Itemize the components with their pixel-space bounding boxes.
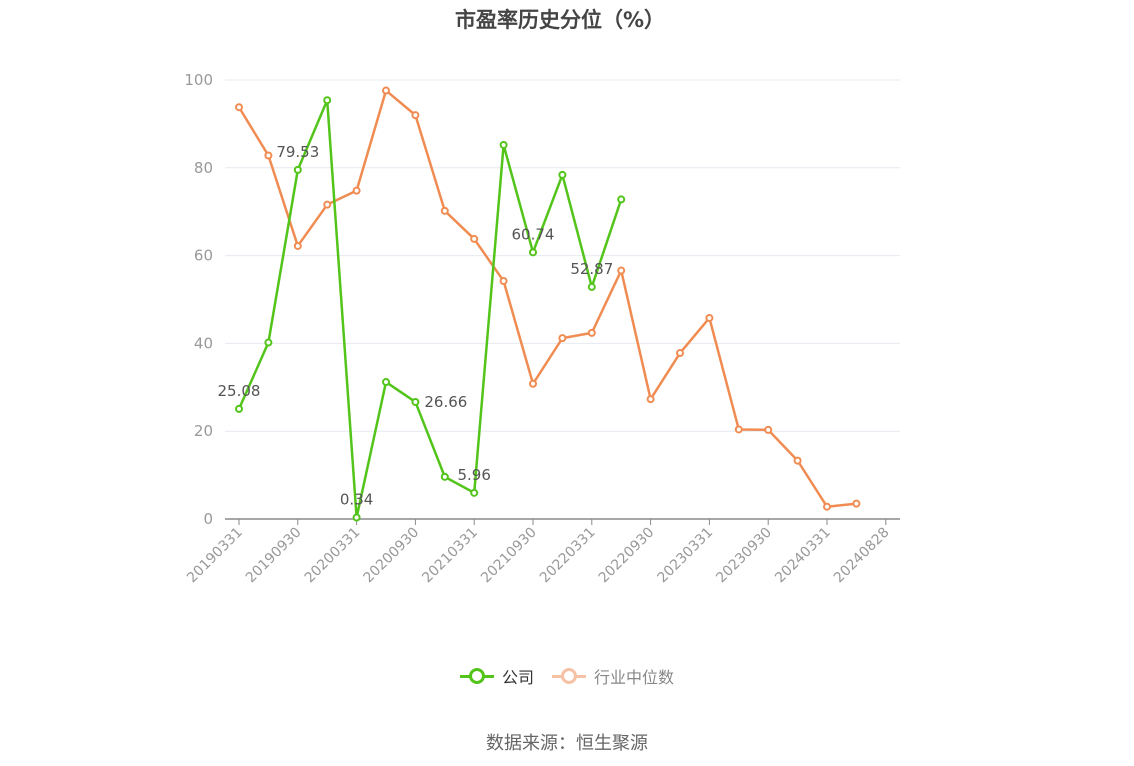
data-point-industry bbox=[264, 151, 273, 160]
data-point-company bbox=[470, 488, 479, 497]
data-point-industry bbox=[499, 277, 508, 286]
data-point-industry bbox=[705, 313, 714, 322]
data-point-industry bbox=[382, 86, 390, 95]
data-point-industry bbox=[852, 499, 861, 508]
x-tick-label: 20190930 bbox=[243, 525, 305, 587]
data-label: 0.34 bbox=[340, 491, 373, 509]
data-label: 52.87 bbox=[570, 260, 613, 278]
y-tick-label: 0 bbox=[203, 510, 213, 528]
x-tick-label: 20190331 bbox=[184, 525, 246, 587]
y-tick-label: 20 bbox=[194, 422, 213, 440]
legend-company-label: 公司 bbox=[501, 668, 534, 687]
data-point-industry bbox=[587, 328, 596, 337]
data-point-industry bbox=[293, 241, 302, 250]
data-point-industry bbox=[823, 502, 831, 511]
data-point-industry bbox=[734, 425, 743, 434]
data-point-company bbox=[558, 170, 567, 179]
data-point-company bbox=[587, 282, 596, 291]
data-point-industry bbox=[440, 206, 449, 215]
legend-company-marker-icon bbox=[459, 668, 494, 684]
y-tick-label: 80 bbox=[194, 159, 213, 177]
series-industry bbox=[235, 86, 861, 511]
data-point-industry bbox=[235, 103, 243, 112]
data-point-company bbox=[323, 96, 332, 105]
data-point-industry bbox=[558, 334, 567, 343]
data-point-industry bbox=[646, 395, 655, 404]
data-point-industry bbox=[323, 200, 332, 209]
data-point-company bbox=[382, 378, 390, 387]
x-tick-label: 20200930 bbox=[361, 525, 423, 587]
x-tick-label: 20210331 bbox=[419, 525, 481, 587]
y-tick-label: 60 bbox=[194, 247, 213, 265]
data-point-company bbox=[529, 248, 537, 257]
legend-item-industry[interactable]: 行业中位数 bbox=[552, 664, 674, 688]
data-point-industry bbox=[411, 111, 420, 120]
data-point-industry bbox=[793, 456, 802, 465]
data-point-company bbox=[293, 165, 302, 174]
data-labels: 25.08 79.53 0.34 26.66 5.96 60.74 52.87 bbox=[218, 143, 614, 509]
data-label: 25.08 bbox=[218, 382, 261, 400]
series-line-industry bbox=[237, 89, 857, 508]
data-point-company bbox=[411, 397, 420, 406]
chart-title: 市盈率历史分位（%） bbox=[454, 8, 666, 32]
x-tick-label: 20220930 bbox=[596, 525, 658, 587]
x-axis: 2019033120190930202003312020093020210331… bbox=[184, 518, 900, 587]
y-tick-label: 100 bbox=[184, 71, 213, 89]
y-tick-label: 40 bbox=[194, 334, 213, 352]
x-tick-label: 20220331 bbox=[537, 525, 599, 587]
x-tick-label: 20240331 bbox=[772, 525, 834, 587]
data-point-industry bbox=[529, 379, 537, 388]
series-company bbox=[235, 96, 626, 522]
data-source: 数据来源：恒生聚源 bbox=[486, 733, 648, 754]
data-label: 5.96 bbox=[457, 466, 490, 484]
x-tick-label: 20240828 bbox=[831, 525, 893, 587]
data-label: 26.66 bbox=[424, 393, 467, 411]
data-point-industry bbox=[470, 234, 479, 243]
data-point-industry bbox=[676, 349, 684, 358]
grid-lines bbox=[225, 79, 900, 432]
data-label: 79.53 bbox=[276, 143, 319, 161]
data-point-company bbox=[499, 140, 508, 149]
x-tick-label: 20230930 bbox=[713, 525, 775, 587]
x-tick-label: 20210930 bbox=[478, 525, 540, 587]
data-point-company bbox=[235, 404, 243, 413]
data-point-company bbox=[440, 472, 449, 481]
legend-item-company[interactable]: 公司 bbox=[459, 664, 534, 688]
x-tick-label: 20230331 bbox=[655, 525, 717, 587]
data-label: 60.74 bbox=[512, 225, 555, 243]
legend: 公司 行业中位数 bbox=[0, 664, 1134, 688]
data-point-industry bbox=[764, 425, 773, 434]
data-point-industry bbox=[617, 266, 626, 275]
legend-industry-marker-icon bbox=[552, 668, 586, 684]
y-axis: 0 20 40 60 80 100 bbox=[184, 71, 213, 528]
data-point-industry bbox=[352, 186, 361, 195]
data-point-company bbox=[617, 195, 626, 204]
legend-industry-label: 行业中位数 bbox=[594, 668, 675, 687]
series-line-company bbox=[237, 98, 623, 519]
data-point-company bbox=[264, 338, 273, 347]
data-point-company bbox=[352, 513, 361, 522]
x-tick-label: 20200331 bbox=[302, 525, 364, 587]
